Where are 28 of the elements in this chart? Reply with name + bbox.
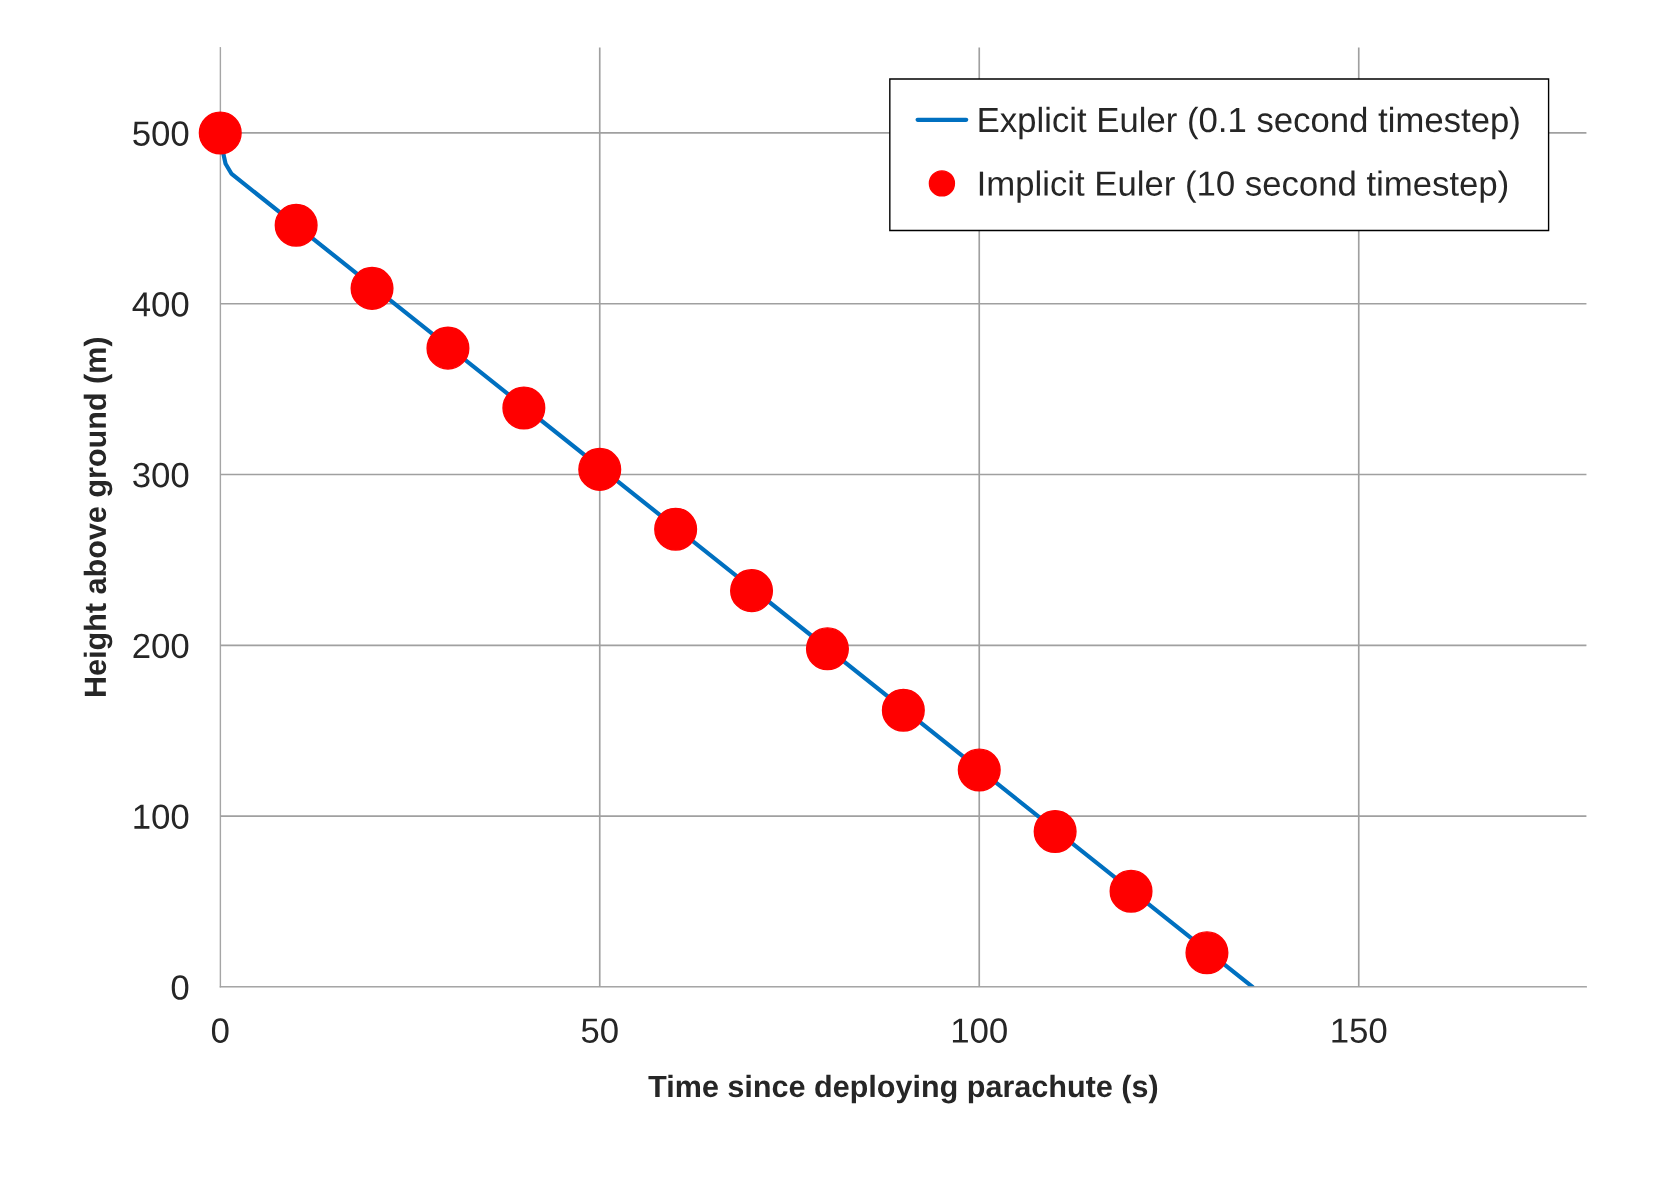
point [350,266,394,310]
legend-label: Explicit Euler (0.1 second timestep) [979,106,1519,140]
y-tick-label: 400 [132,292,189,317]
legend-label: Implicit Euler (10 second timestep) [979,170,1508,203]
point [805,627,849,671]
x-tick-label: 0 [211,1018,229,1043]
point [1109,869,1153,913]
point [881,688,925,732]
y-tick-label: 0 [171,975,189,1000]
point [1185,931,1229,975]
point [274,203,318,247]
point [654,507,698,551]
point [426,326,470,370]
x-tick-label: 50 [581,1018,618,1043]
y-tick-label: 200 [133,633,189,659]
y-tick-label: 100 [134,804,189,830]
x-tick-label: 100 [952,1018,1007,1043]
point [730,569,774,613]
y-tick-label: 300 [133,462,189,488]
point [502,386,546,430]
y-axis-title: Height above ground (m) [83,337,113,696]
x-axis-title: Time since deploying parachute (s) [648,1074,1158,1104]
point [578,447,622,491]
y-tick-label: 500 [133,121,189,146]
point [957,748,1001,792]
point [198,111,242,155]
point [1033,809,1077,853]
x-tick-label: 150 [1332,1018,1387,1043]
